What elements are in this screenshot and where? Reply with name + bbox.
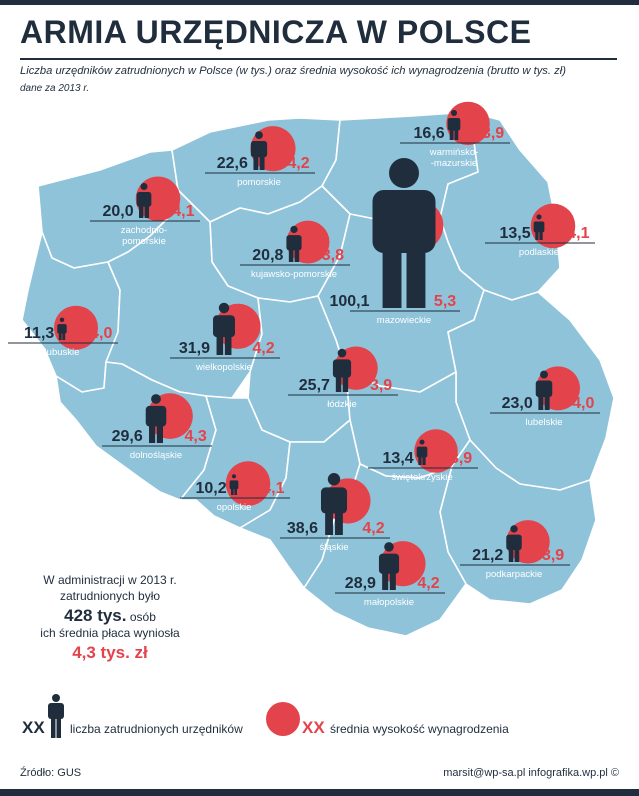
source-note: Źródło: GUS (20, 767, 82, 779)
region-name-r6: wielkopolskie (195, 362, 252, 373)
region-name-r4: podlaskie (519, 247, 559, 258)
person-icon (213, 302, 235, 355)
credit-note: marsit@wp-sa.pl infografika.wp.pl © (443, 767, 619, 779)
employees-value-r15: 28,9 (345, 575, 376, 592)
person-icon (145, 394, 167, 443)
summary-unit: osób (129, 610, 156, 624)
legend-employees-label: liczba zatrudnionych urzędników (70, 722, 243, 736)
salary-value-r5: 4,0 (90, 325, 112, 342)
employees-value-r5: 11,3 (24, 325, 54, 342)
salary-value-r8: 3,9 (370, 377, 392, 394)
employees-value-r4: 13,5 (499, 225, 530, 242)
region-name-r11: świętokrzyskie (391, 472, 452, 483)
employees-value-r7: 100,1 (329, 293, 369, 310)
person-icon (378, 542, 400, 590)
page-title: ARMIA URZĘDNICZA W POLSCE (20, 14, 532, 50)
salary-value-r3: 3,8 (322, 247, 344, 264)
person-icon (250, 131, 268, 170)
person-icon (416, 439, 428, 465)
salary-value-r2: 3,9 (482, 125, 504, 142)
employees-value-r3: 20,8 (252, 247, 283, 264)
person-icon (136, 183, 152, 218)
legend-salary-placeholder: XX (302, 718, 325, 737)
salary-value-r4: 4,1 (567, 225, 589, 242)
salary-value-r13: 4,2 (362, 520, 384, 537)
year-note: dane za 2013 r. (20, 83, 90, 94)
person-icon (447, 109, 461, 140)
person-icon (57, 317, 67, 340)
salary-value-r6: 4,2 (252, 340, 274, 357)
person-icon (229, 474, 239, 495)
person-icon (535, 370, 553, 410)
person-icon (506, 525, 522, 562)
employees-value-r6: 31,9 (179, 340, 210, 357)
person-icon (533, 214, 545, 240)
salary-value-r9: 4,0 (572, 395, 594, 412)
region-name-r0: zachodnio-pomorskie (121, 225, 167, 247)
salary-value-r15: 4,2 (417, 575, 439, 592)
legend-salary-label: średnia wysokość wynagrodzenia (330, 722, 509, 736)
region-name-r14: podkarpackie (486, 569, 543, 580)
person-icon (332, 348, 352, 392)
summary-avg-salary: 4,3 tys. zł (72, 643, 148, 662)
employees-value-r2: 16,6 (414, 125, 445, 142)
employees-value-r0: 20,0 (103, 203, 134, 220)
bottom-bar (0, 789, 639, 796)
salary-value-r14: 3,9 (542, 547, 564, 564)
region-name-r5: lubuskie (45, 347, 80, 358)
title-rule (20, 58, 617, 60)
legend-salary-circle-icon (266, 702, 300, 736)
summary-line-3: ich średnia płaca wyniosła (40, 626, 180, 640)
region-name-r3: kujawsko-pomorskie (251, 269, 337, 280)
person-icon (286, 225, 302, 262)
employees-value-r13: 38,6 (287, 520, 318, 537)
region-name-r13: śląskie (319, 542, 348, 553)
legend: XX liczba zatrudnionych urzędników XX śr… (0, 690, 639, 750)
person-icon (320, 473, 348, 535)
employees-value-r12: 10,2 (195, 480, 226, 497)
summary-box: W administracji w 2013 r. zatrudnionych … (30, 572, 190, 661)
summary-line-2: zatrudnionych było (59, 589, 161, 603)
region-name-r2: warmińsko--mazurskie (429, 147, 479, 169)
person-icon (48, 694, 64, 738)
region-name-r15: małopolskie (364, 597, 414, 608)
subtitle: Liczba urzędników zatrudnionych w Polsce… (20, 65, 566, 77)
region-name-r12: opolskie (217, 502, 252, 513)
region-name-r9: lubelskie (526, 417, 563, 428)
employees-value-r11: 13,4 (383, 450, 414, 467)
region-name-r10: dolnośląskie (130, 450, 182, 461)
region-symbols (54, 101, 580, 590)
salary-value-r0: 4,1 (172, 203, 194, 220)
salary-value-r7: 5,3 (434, 293, 456, 310)
salary-value-r10: 4,3 (185, 428, 207, 445)
region-name-r1: pomorskie (237, 177, 281, 188)
region-labels: 20,0 4,1 zachodnio-pomorskie 22,6 4,2 pomorsk… (8, 125, 600, 608)
employees-value-r1: 22,6 (217, 155, 248, 172)
region-name-r8: łódzkie (327, 399, 357, 410)
salary-value-r12: 4,1 (262, 480, 284, 497)
summary-line-1: W administracji w 2013 r. (43, 573, 177, 587)
employees-value-r10: 29,6 (112, 428, 143, 445)
top-bar (0, 0, 639, 5)
salary-value-r11: 3,9 (450, 450, 472, 467)
employees-value-r14: 21,2 (472, 547, 503, 564)
person-icon (372, 158, 436, 308)
salary-value-r1: 4,2 (287, 155, 309, 172)
legend-employees-placeholder: XX (22, 718, 45, 737)
employees-value-r9: 23,0 (502, 395, 533, 412)
region-name-r7: mazowieckie (377, 315, 431, 326)
employees-value-r8: 25,7 (299, 377, 330, 394)
summary-total: 428 tys. (64, 606, 127, 625)
